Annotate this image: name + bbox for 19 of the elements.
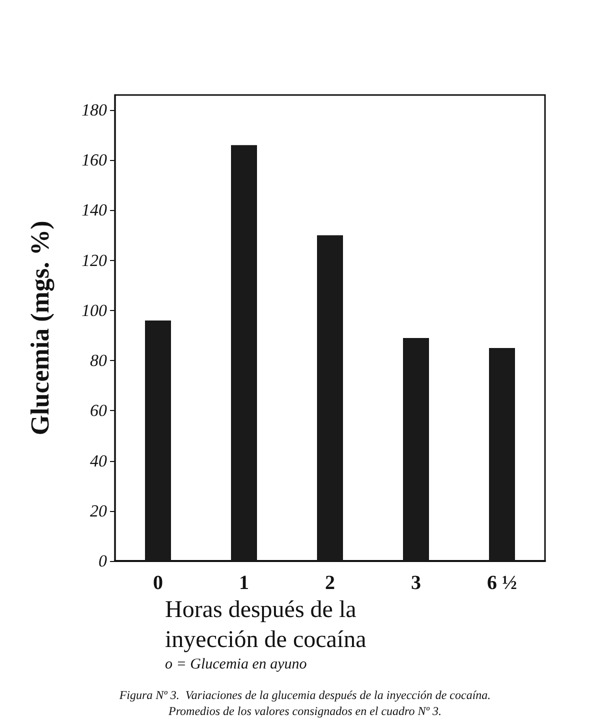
y-tick-label: 160 (82, 150, 108, 170)
x-tick-label: 2 (325, 572, 335, 594)
x-axis-title: Horas después de la inyección de cocaína (165, 597, 367, 653)
y-axis-title: Glucemia (mgs. %) (26, 220, 54, 436)
y-tick-label: 60 (90, 401, 108, 420)
y-tick-label: 0 (98, 552, 108, 570)
x-tick-label: 3 (411, 572, 421, 594)
text: o = Glucemia en ayuno (165, 656, 308, 672)
y-tick-label: 140 (82, 200, 108, 220)
y-tick-label: 20 (90, 501, 108, 520)
y-tick-label: 100 (82, 300, 108, 320)
y-tick-label: 180 (82, 100, 108, 120)
x-tick-label: 1 (239, 572, 249, 594)
y-tick-label: 40 (90, 451, 108, 470)
text: Figura Nº 3. Variaciones de la glucemia después de la inyección de cocaína. Promedios de los valores consignados en el cuadro Nº 3. (118, 688, 491, 718)
y-tick-label: 120 (82, 250, 108, 270)
x-tick-label: 6 ½ (487, 572, 517, 594)
y-tick-label: 80 (90, 351, 108, 370)
x-tick-label: 0 (153, 572, 163, 594)
